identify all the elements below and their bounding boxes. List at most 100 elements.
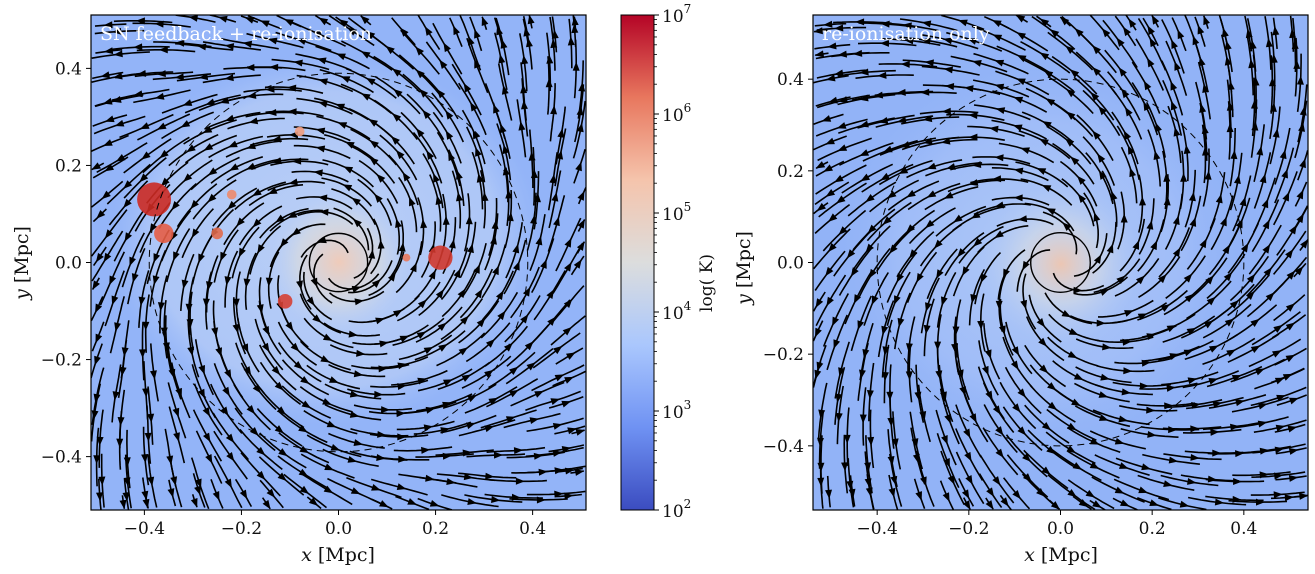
streamline-arrow [316, 57, 327, 65]
streamline-arrow [96, 436, 104, 446]
streamline-arrow [521, 54, 529, 65]
streamline-arrow [415, 46, 424, 56]
streamline-arrow [564, 262, 572, 272]
streamline-arrow [815, 161, 826, 169]
streamline-arrow [984, 349, 992, 359]
streamline-arrow [495, 290, 504, 301]
streamline-arrow [552, 449, 563, 457]
streamline-arrow [1235, 218, 1243, 229]
streamline-arrow [1172, 247, 1181, 258]
streamline-arrow [1296, 75, 1304, 85]
streamline-arrow [1272, 128, 1280, 138]
streamline-arrow [926, 190, 937, 198]
streamline-arrow [1068, 328, 1079, 336]
streamline-arrow [183, 173, 193, 182]
streamline-arrow [1036, 168, 1047, 175]
streamline-arrow [862, 348, 870, 359]
streamline-arrow [1046, 445, 1056, 455]
streamline-arrow [900, 141, 911, 148]
streamline-arrow [1190, 453, 1200, 461]
streamline-arrow [299, 445, 310, 454]
streamline-arrow [98, 476, 106, 486]
streamline-arrow [188, 15, 199, 22]
streamline-arrow [952, 326, 960, 336]
streamline-arrow [300, 376, 310, 385]
streamline-arrow [509, 366, 519, 376]
streamline-arrow [323, 485, 334, 494]
streamline-arrow [1180, 172, 1188, 182]
streamline-arrow [1222, 244, 1230, 255]
streamline-arrow [262, 499, 271, 510]
streamline-arrow [943, 191, 954, 199]
streamline-arrow [905, 224, 915, 234]
streamline-arrow [152, 275, 160, 285]
streamline-arrow [319, 208, 329, 216]
x-tick-label: 0.2 [422, 519, 449, 539]
streamline-arrow [1153, 150, 1161, 161]
streamline-arrow [492, 265, 499, 276]
streamline-arrow [1294, 266, 1304, 276]
streamline-arrow [1163, 480, 1173, 488]
streamline-arrow [826, 74, 836, 82]
streamline-arrow [915, 491, 922, 501]
streamline-arrow [172, 407, 180, 418]
streamline-arrow [853, 49, 863, 57]
streamline-arrow [934, 239, 943, 249]
streamline-arrow [1116, 37, 1125, 47]
panel-left-streamlines [91, 15, 586, 510]
streamline-arrow [1147, 57, 1155, 68]
streamline-arrow [897, 116, 907, 124]
y-tick-label: 0.0 [55, 254, 82, 274]
x-tick-label: 0.0 [1047, 519, 1074, 539]
streamline-arrow [897, 317, 905, 328]
streamline-arrow [533, 452, 544, 460]
panel-left-ylabel: y [Mpc] [11, 226, 33, 301]
streamline-arrow [880, 39, 890, 47]
streamline-arrow [1255, 368, 1265, 376]
streamline-arrow [342, 184, 353, 192]
streamline-arrow [103, 21, 113, 29]
streamline-arrow [1273, 324, 1283, 333]
streamline-arrow [138, 296, 146, 307]
streamline-arrow [1070, 156, 1080, 166]
streamline-arrow [409, 196, 416, 207]
streamline-arrow [1187, 377, 1198, 385]
streamline-arrow [577, 219, 585, 229]
streamline-arrow [1240, 242, 1249, 253]
streamline-arrow [1235, 399, 1245, 407]
streamline-arrow [992, 175, 1002, 183]
streamline-arrow [224, 276, 232, 286]
streamline-arrow [1139, 382, 1149, 390]
streamline-arrow [433, 173, 440, 183]
streamline-arrow [453, 25, 461, 36]
streamline-arrow [816, 202, 827, 212]
streamline-arrow [841, 462, 849, 472]
streamline-arrow [467, 395, 478, 403]
streamline-arrow [575, 161, 582, 172]
streamline-arrow [424, 26, 433, 36]
streamline-arrow [1299, 492, 1308, 500]
streamline-arrow [1062, 222, 1072, 231]
streamline-arrow [122, 492, 130, 502]
streamline-arrow [1274, 446, 1285, 454]
streamline-arrow [272, 157, 282, 165]
streamline-arrow [91, 162, 101, 170]
streamline-arrow [906, 189, 916, 198]
streamline-arrow [238, 247, 246, 258]
streamline-arrow [242, 40, 253, 48]
streamline-arrow [141, 453, 149, 464]
streamline-arrow [312, 314, 322, 323]
hot-spot [226, 189, 237, 200]
streamline-arrow [1285, 303, 1296, 312]
streamline-arrow [103, 252, 112, 263]
streamline-arrow [1282, 191, 1290, 202]
streamline-arrow [512, 243, 520, 254]
streamline-arrow [547, 316, 556, 326]
streamline-arrow [476, 318, 486, 328]
streamline-arrow [1262, 219, 1270, 230]
streamline-arrow [113, 50, 123, 58]
streamline-arrow [1116, 275, 1126, 285]
streamline-arrow [335, 103, 346, 111]
streamline-arrow [244, 17, 255, 24]
